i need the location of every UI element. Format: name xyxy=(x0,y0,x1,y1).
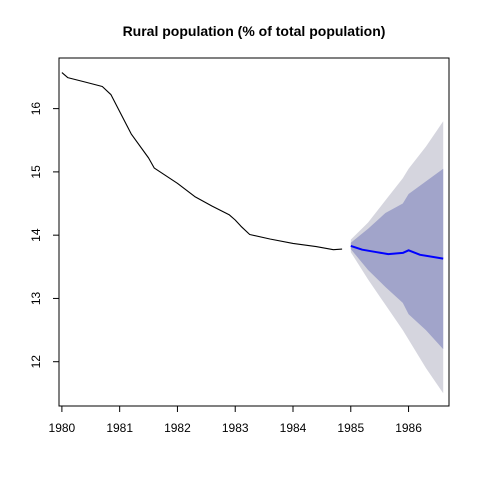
interval-band-inner xyxy=(350,168,444,350)
y-tick-label: 14 xyxy=(29,228,43,242)
y-tick-label: 16 xyxy=(29,102,43,116)
chart-title: Rural population (% of total population) xyxy=(123,23,386,39)
x-tick-label: 1980 xyxy=(49,421,76,435)
y-tick-label: 13 xyxy=(29,291,43,305)
x-tick-label: 1985 xyxy=(337,421,364,435)
x-tick-label: 1984 xyxy=(280,421,307,435)
x-axis: 1980 1981 1982 1983 1984 1985 1986 xyxy=(49,405,422,435)
y-axis: 12 13 14 15 16 xyxy=(29,102,60,369)
y-tick-label: 15 xyxy=(29,165,43,179)
series-lines xyxy=(61,72,444,260)
y-tick-label: 12 xyxy=(29,355,43,369)
series-line-history xyxy=(61,72,343,251)
x-tick-label: 1982 xyxy=(164,421,191,435)
forecast-intervals xyxy=(350,121,444,394)
x-tick-label: 1981 xyxy=(106,421,133,435)
x-tick-label: 1983 xyxy=(222,421,249,435)
series-line-forecast xyxy=(350,244,444,260)
x-tick-label: 1986 xyxy=(395,421,422,435)
